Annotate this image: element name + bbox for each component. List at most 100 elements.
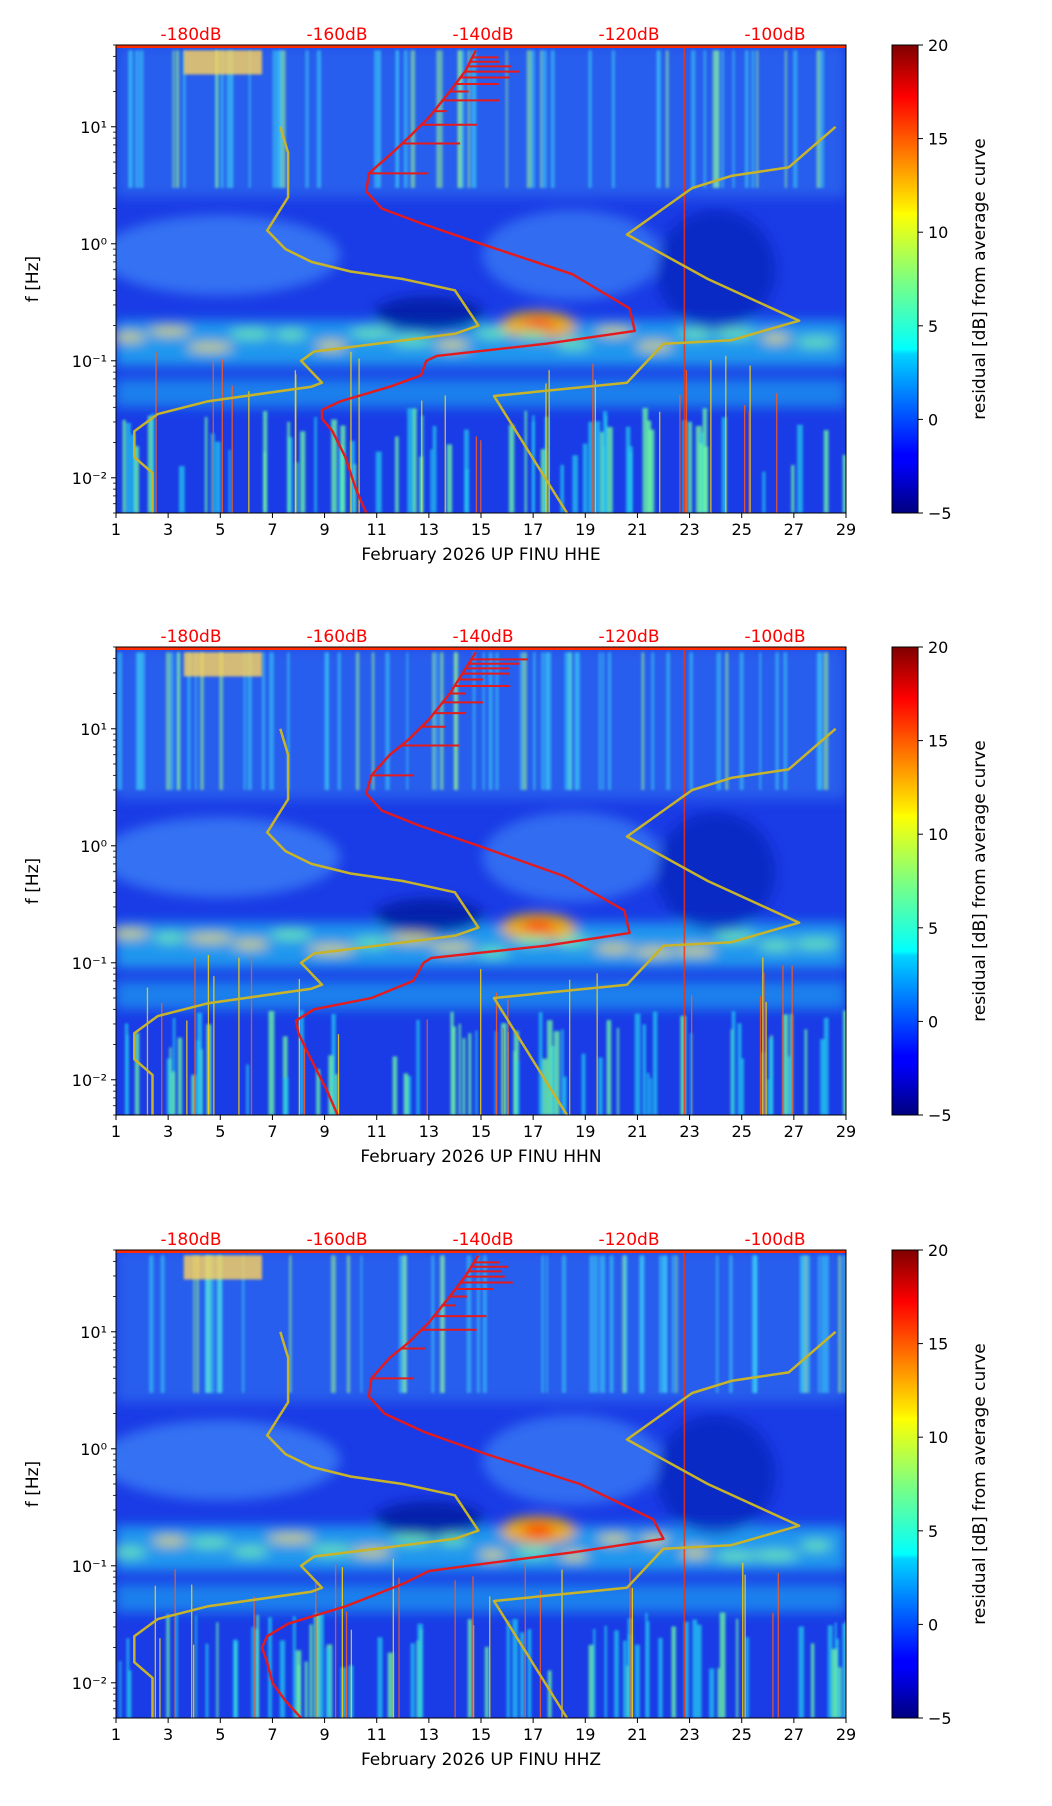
x-tick-label: 19 bbox=[575, 1122, 595, 1141]
hf-streak bbox=[666, 652, 671, 790]
noise-column bbox=[842, 1623, 846, 1718]
noise-column bbox=[446, 444, 453, 513]
noise-column bbox=[791, 464, 795, 513]
average-psd-curve bbox=[320, 49, 636, 513]
microseism-blob bbox=[388, 933, 436, 944]
hf-streak bbox=[624, 1255, 628, 1393]
noise-column bbox=[692, 1619, 698, 1718]
hf-streak bbox=[838, 1255, 842, 1393]
noise-column bbox=[798, 1626, 804, 1718]
noise-column bbox=[215, 441, 221, 513]
noise-column bbox=[745, 1637, 749, 1718]
noise-column bbox=[695, 425, 702, 513]
noise-column bbox=[820, 1039, 826, 1115]
microseism-blob bbox=[677, 329, 712, 340]
colorbar-label: residual [dB] from average curve bbox=[970, 138, 990, 419]
hf-streak bbox=[406, 652, 409, 790]
noise-column bbox=[228, 449, 231, 513]
noise-column bbox=[762, 471, 766, 513]
noise-column bbox=[544, 416, 549, 513]
microseism-blob bbox=[153, 932, 186, 943]
hf-streak bbox=[783, 652, 788, 790]
hf-streak bbox=[175, 50, 180, 188]
hf-streak bbox=[453, 652, 459, 790]
noise-column bbox=[251, 1626, 254, 1718]
microseism-band bbox=[116, 922, 846, 969]
noise-column bbox=[634, 1644, 640, 1718]
microseism-blob bbox=[760, 333, 791, 344]
hf-streak bbox=[398, 1255, 404, 1393]
noise-column bbox=[652, 1011, 658, 1115]
noise-column bbox=[256, 1614, 259, 1718]
noise-column bbox=[194, 1615, 197, 1718]
hf-streak bbox=[324, 652, 329, 790]
hf-streak bbox=[594, 1255, 599, 1393]
noise-column bbox=[588, 421, 594, 513]
noise-column bbox=[658, 1637, 663, 1718]
y-tick-label: 10⁻¹ bbox=[72, 1557, 107, 1576]
hf-streak bbox=[541, 1255, 545, 1393]
microseism-blob bbox=[594, 943, 634, 954]
colorbar-tick-label: 5 bbox=[928, 919, 938, 938]
x-tick-label: 15 bbox=[471, 1725, 491, 1744]
hf-streak bbox=[378, 50, 382, 188]
noise-column bbox=[547, 1670, 552, 1718]
hf-streak bbox=[472, 652, 476, 790]
top-db-label: -140dB bbox=[452, 627, 513, 647]
noise-column bbox=[403, 1073, 409, 1115]
hf-streak bbox=[217, 1255, 223, 1393]
y-tick-label: 10⁻² bbox=[72, 1674, 107, 1693]
noise-model-curve-left bbox=[133, 1331, 480, 1718]
x-tick-label: 11 bbox=[367, 520, 387, 539]
noise-column bbox=[268, 1617, 272, 1718]
haze-blob bbox=[482, 1415, 663, 1506]
hf-streak bbox=[247, 652, 253, 790]
noise-column bbox=[328, 1055, 334, 1115]
hf-streak bbox=[657, 50, 662, 188]
quiet-patch bbox=[655, 209, 776, 330]
noise-column bbox=[581, 1053, 586, 1115]
low-microseism-band bbox=[116, 1583, 846, 1613]
spectrogram-image bbox=[116, 647, 846, 1115]
hf-streak bbox=[546, 652, 552, 790]
y-axis-label: f [Hz] bbox=[23, 256, 43, 302]
noise-column bbox=[623, 1640, 627, 1718]
microseism-blob bbox=[267, 1533, 314, 1544]
noise-column bbox=[299, 1010, 304, 1115]
noise-column bbox=[407, 408, 414, 513]
microseism-blob bbox=[434, 339, 471, 350]
noise-column bbox=[175, 1614, 178, 1718]
microseism-blob bbox=[231, 939, 269, 950]
microseism-blob bbox=[752, 1550, 800, 1561]
x-tick-label: 7 bbox=[267, 520, 277, 539]
quiet-patch bbox=[373, 1501, 484, 1538]
x-tick-label: 27 bbox=[784, 520, 804, 539]
noise-column bbox=[151, 413, 155, 513]
colorbar-gradient bbox=[892, 45, 918, 513]
x-tick-label: 15 bbox=[471, 520, 491, 539]
noise-column bbox=[721, 417, 728, 513]
hf-streak bbox=[825, 1255, 830, 1393]
hf-streak bbox=[269, 652, 274, 790]
hf-streak bbox=[206, 1255, 212, 1393]
y-tick-label: 10⁻² bbox=[72, 469, 107, 488]
microseism-blob bbox=[793, 938, 839, 949]
hf-streak bbox=[210, 1255, 215, 1393]
hf-streak bbox=[220, 1255, 223, 1393]
noise-column bbox=[560, 464, 564, 513]
spectrogram-panel-hhe: 1 3 5 7 9 11 13 15 17 19 21 23 25 27 2910⁻²10⁻¹10⁰10¹F… bbox=[23, 25, 990, 565]
hf-streak bbox=[519, 652, 523, 790]
noise-column bbox=[540, 449, 547, 513]
x-tick-label: 9 bbox=[319, 1725, 329, 1744]
hf-hotspot bbox=[183, 50, 262, 75]
noise-column bbox=[823, 430, 829, 513]
noise-column bbox=[475, 1030, 478, 1115]
colorbar-tick-label: 0 bbox=[928, 1615, 938, 1634]
hf-streak bbox=[715, 50, 720, 188]
hf-streak bbox=[176, 652, 181, 790]
hf-streak bbox=[471, 50, 475, 188]
microseism-blob bbox=[187, 342, 233, 353]
hf-streak bbox=[432, 652, 435, 790]
top-db-label: -100dB bbox=[744, 25, 805, 45]
top-db-label: -160dB bbox=[306, 25, 367, 45]
